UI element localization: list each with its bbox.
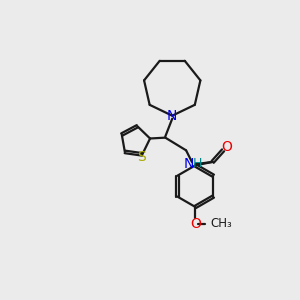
Text: O: O: [190, 217, 201, 231]
Text: N: N: [184, 157, 194, 171]
Text: CH₃: CH₃: [210, 217, 232, 230]
Text: S: S: [137, 150, 146, 164]
Text: H: H: [193, 157, 202, 170]
Text: N: N: [167, 109, 177, 123]
Text: O: O: [221, 140, 232, 154]
